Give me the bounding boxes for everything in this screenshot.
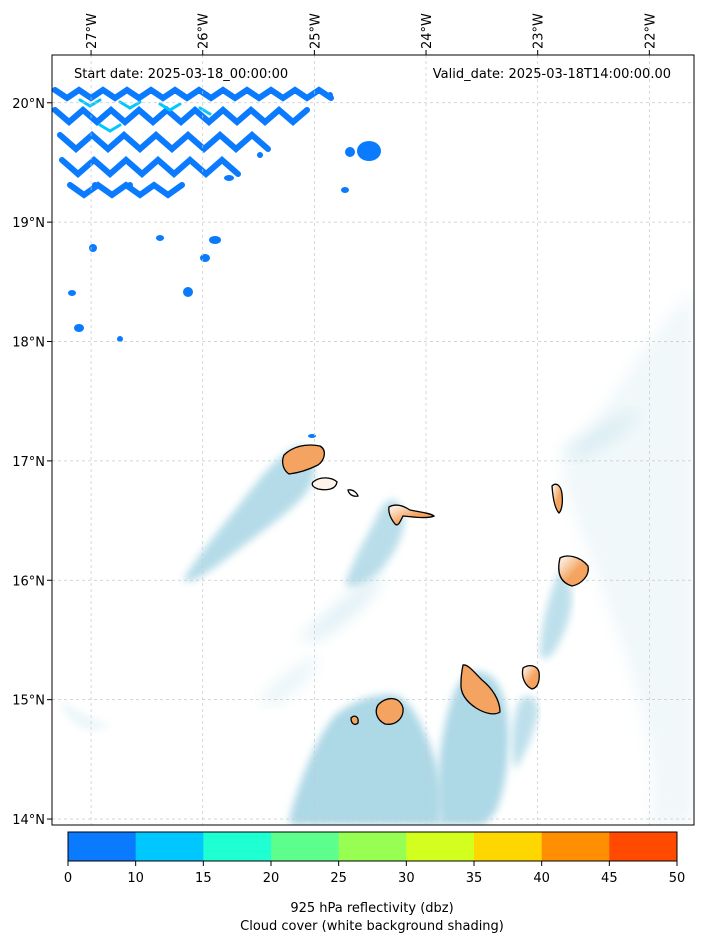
colorbar-box <box>203 832 272 861</box>
colorbar-box <box>271 832 340 861</box>
colorbar-label-cloud: Cloud cover (white background shading) <box>240 919 504 934</box>
reflectivity-field <box>52 86 381 438</box>
colorbar-box <box>609 832 678 861</box>
cloud-cover <box>183 410 640 825</box>
colorbar-box <box>406 832 475 861</box>
lon-tick-label: 23°W <box>532 13 547 49</box>
lon-tick-label: 27°W <box>85 13 100 49</box>
lon-tick-label: 25°W <box>308 13 323 49</box>
lon-tick-label: 26°W <box>197 13 212 49</box>
colorbar: 0 10 15 20 25 30 35 40 45 50 925 hPa reflectivity… <box>64 831 686 934</box>
map-frame <box>51 54 695 826</box>
latitude-ticks: 20°N 19°N 18°N 17°N 16°N 15°N 14°N <box>12 97 52 828</box>
lat-tick-label: 18°N <box>12 336 45 351</box>
lat-tick-label: 15°N <box>12 694 45 709</box>
island-santa-luzia <box>347 489 359 497</box>
lon-tick-label: 22°W <box>643 13 658 49</box>
colorbar-tick-label: 15 <box>195 871 212 886</box>
lat-tick-label: 20°N <box>12 97 45 112</box>
start-date-label: Start date: 2025-03-18_00:00:00 <box>74 67 288 82</box>
colorbar-box <box>541 832 610 861</box>
longitude-ticks: 27°W 26°W 25°W 24°W 23°W 22°W <box>85 13 658 55</box>
colorbar-tick-label: 25 <box>330 871 347 886</box>
colorbar-tick-label: 0 <box>64 871 72 886</box>
island-sao-vicente <box>311 477 338 491</box>
colorbar-tick-label: 35 <box>466 871 483 886</box>
island-santiago <box>460 664 501 715</box>
island-santo-antao <box>282 444 325 475</box>
island-sal <box>551 483 564 514</box>
island-sao-nicolau <box>388 504 436 526</box>
lon-tick-label: 24°W <box>420 13 435 49</box>
island-fogo <box>375 697 404 725</box>
cloud-cover-shading <box>60 290 694 825</box>
colorbar-tick-label: 45 <box>601 871 618 886</box>
lat-tick-label: 14°N <box>12 813 45 828</box>
lat-tick-label: 17°N <box>12 455 45 470</box>
island-maio <box>521 665 540 690</box>
colorbar-box <box>474 832 543 861</box>
map-panel: Start date: 2025-03-18_00:00:00 Valid_da… <box>51 54 695 826</box>
island-brava <box>350 715 359 725</box>
colorbar-tick-label: 20 <box>263 871 280 886</box>
colorbar-box <box>338 832 407 861</box>
islands <box>282 444 589 725</box>
island-boa-vista <box>558 555 589 587</box>
colorbar-tick-label: 10 <box>127 871 144 886</box>
lat-tick-label: 16°N <box>12 574 45 589</box>
colorbar-frame <box>67 831 678 862</box>
colorbar-box <box>135 832 204 861</box>
colorbar-tick-label: 30 <box>398 871 415 886</box>
colorbar-label-reflectivity: 925 hPa reflectivity (dbz) <box>290 901 453 916</box>
gridlines <box>52 55 694 825</box>
lat-tick-label: 19°N <box>12 216 45 231</box>
colorbar-box <box>68 832 137 861</box>
colorbar-tick-label: 50 <box>669 871 686 886</box>
valid-date-label: Valid_date: 2025-03-18T14:00:00.00 <box>433 67 671 82</box>
colorbar-tick-label: 40 <box>533 871 550 886</box>
